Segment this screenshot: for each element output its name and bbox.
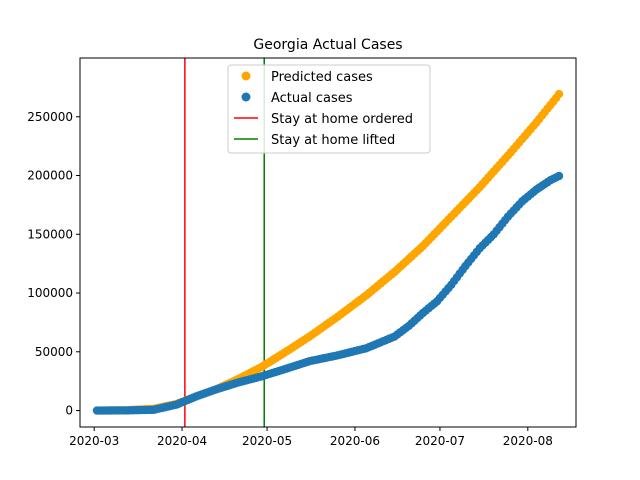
y-tick-label: 200000 <box>27 169 73 183</box>
x-tick-label: 2020-07 <box>415 434 465 448</box>
legend-actual-cases-marker <box>241 92 251 102</box>
legend-stay-at-home-lifted-label: Stay at home lifted <box>271 133 395 148</box>
legend-box <box>227 64 431 154</box>
data-point <box>554 171 564 181</box>
y-tick-label: 100000 <box>27 286 73 300</box>
x-tick-label: 2020-03 <box>69 434 119 448</box>
x-tick-label: 2020-05 <box>242 434 292 448</box>
x-tick-label: 2020-08 <box>503 434 553 448</box>
legend-predicted-cases-label: Predicted cases <box>271 70 373 85</box>
chart-title: Georgia Actual Cases <box>253 37 402 53</box>
y-tick-label: 250000 <box>27 110 73 124</box>
x-tick-label: 2020-06 <box>330 434 380 448</box>
y-tick-label: 50000 <box>35 345 73 359</box>
marks-layer <box>92 89 564 415</box>
legend: Predicted cases Actual cases Stay at home … <box>227 64 431 154</box>
data-point <box>554 89 564 99</box>
plot-frame <box>79 57 577 428</box>
y-tick-label: 150000 <box>27 227 73 241</box>
series-actual-cases <box>92 171 564 415</box>
legend-actual-cases-label: Actual cases <box>271 91 353 106</box>
legend-predicted-cases-marker <box>241 71 251 81</box>
x-tick-label: 2020-04 <box>157 434 207 448</box>
legend-stay-at-home-ordered-label: Stay at home ordered <box>271 112 413 127</box>
y-tick-label: 0 <box>65 404 73 418</box>
axes-layer: 2020-03 2020-04 2020-05 2020-06 2020-07 2020-… <box>27 57 577 448</box>
